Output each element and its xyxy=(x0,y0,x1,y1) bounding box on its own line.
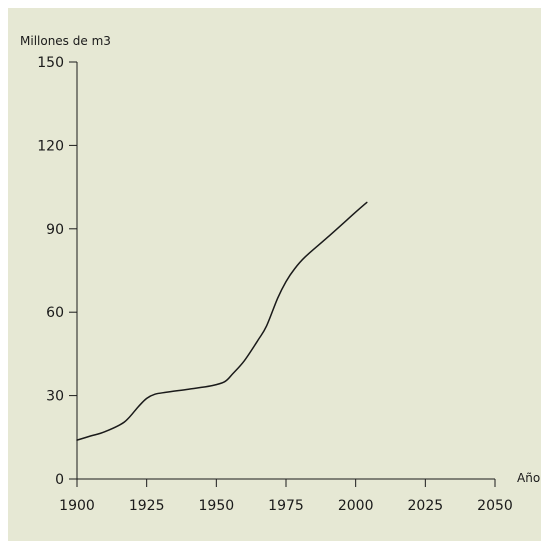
x-tick-label: 1975 xyxy=(268,498,304,514)
y-ticks: 0 30 60 90 120 150 xyxy=(37,55,77,488)
series-line xyxy=(76,201,368,441)
y-tick-label: 90 xyxy=(46,222,64,238)
chart-panel xyxy=(8,8,541,541)
x-tick-label: 2025 xyxy=(408,498,444,514)
y-axis-title: Millones de m3 xyxy=(20,34,111,48)
x-tick-label: 1950 xyxy=(199,498,235,514)
y-tick-label: 30 xyxy=(46,389,64,405)
x-tick-label: 2000 xyxy=(338,498,374,514)
x-tick-label: 1925 xyxy=(129,498,165,514)
y-tick-label: 0 xyxy=(55,472,64,488)
y-tick-label: 120 xyxy=(37,138,64,154)
y-tick-label: 150 xyxy=(37,55,64,71)
x-tick-label: 1900 xyxy=(59,498,95,514)
x-ticks: 1900 1925 1950 1975 2000 2025 2050 xyxy=(59,479,513,514)
y-tick-label: 60 xyxy=(46,305,64,321)
x-tick-label: 2050 xyxy=(477,498,513,514)
x-axis-title: Año xyxy=(517,471,540,485)
